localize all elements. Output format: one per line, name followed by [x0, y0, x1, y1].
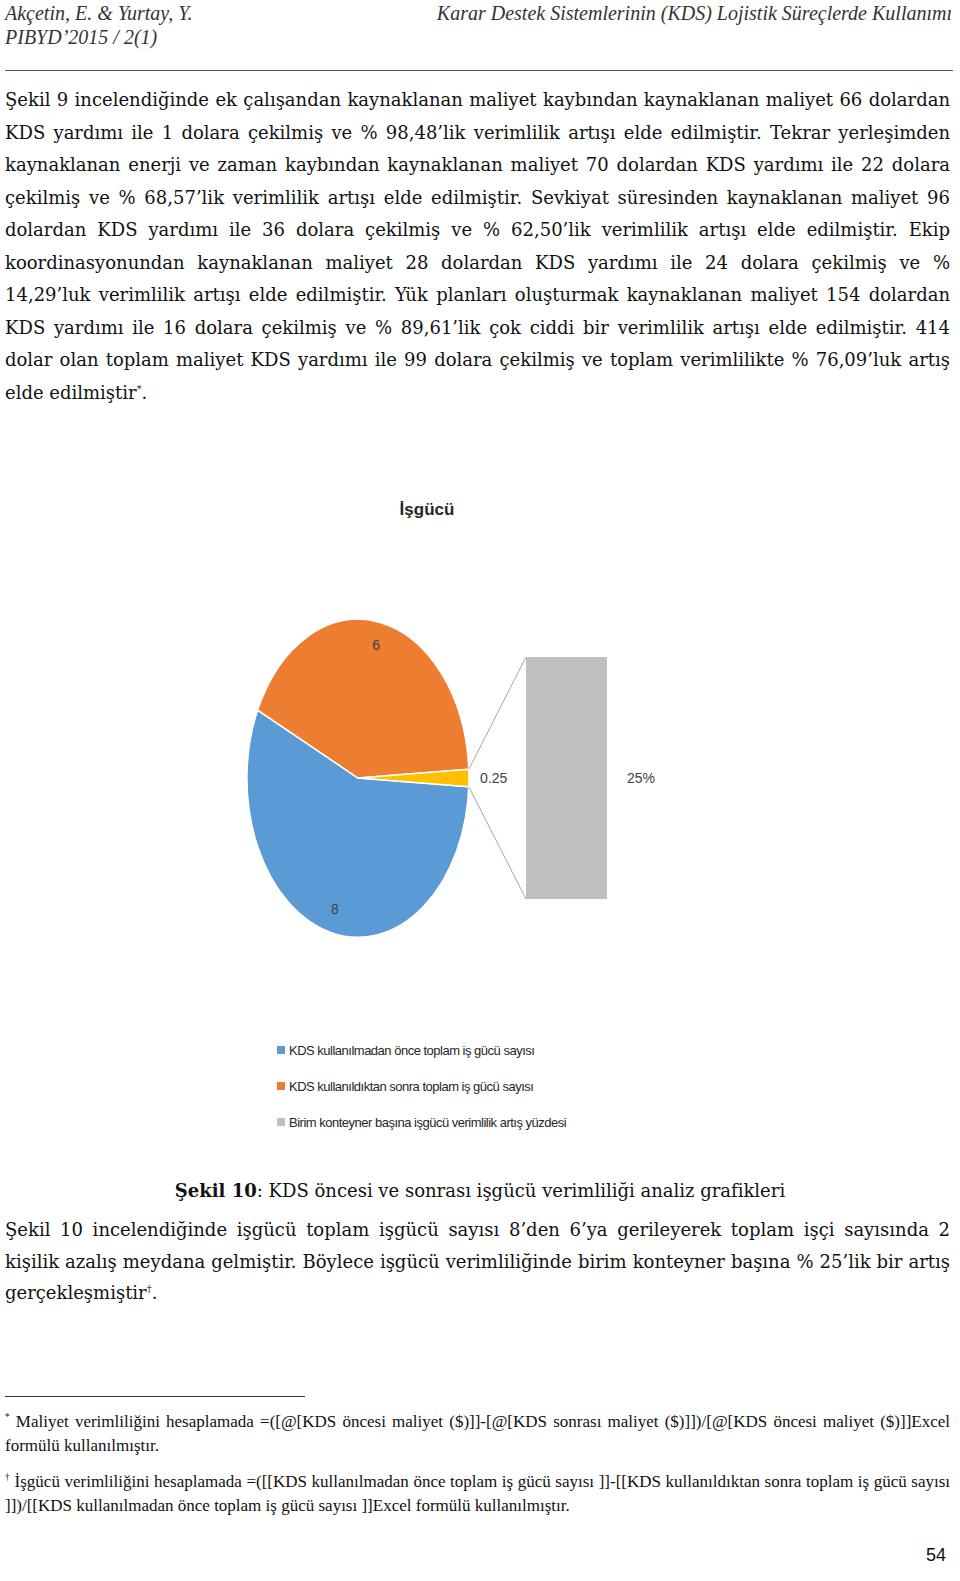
svg-text:KDS kullanılmadan önce toplam: KDS kullanılmadan önce toplam iş gücü sa…: [289, 1043, 534, 1058]
svg-text:8: 8: [331, 901, 339, 917]
svg-text:0.25: 0.25: [480, 770, 507, 786]
html-text:Şekil 10: KDS öncesi ve sonras: Şekil 10: KDS öncesi ve sonrası işgücü v…: [174, 1180, 786, 1201]
html-text:PIBYD’2015 / 2(1): PIBYD’2015 / 2(1): [5, 26, 158, 48]
html-text:Şekil 10 incelendiğinde işgücü: Şekil 10 incelendiğinde işgücü toplam iş…: [5, 1219, 950, 1303]
svg-text:İşgücü: İşgücü: [400, 500, 455, 519]
html-text:Karar Destek Sistemlerinin (KD: Karar Destek Sistemlerinin (KDS) Lojisti…: [436, 2, 952, 24]
html-text:Akçetin, E. & Yurtay, Y.: Akçetin, E. & Yurtay, Y.: [5, 2, 193, 24]
html-text:Şekil 9 incelendiğinde ek çalı: Şekil 9 incelendiğinde ek çalışandan kay…: [5, 89, 950, 403]
html-text:*Maliyet verimliliğini hesapla: *Maliyet verimliliğini hesaplamada =([@[…: [5, 1412, 950, 1455]
svg-text:Birim konteyner başına işgücü: Birim konteyner başına işgücü verimlilik…: [289, 1115, 567, 1130]
html-text:54: 54: [926, 1545, 946, 1565]
svg-text:KDS kullanıldıktan sonra topla: KDS kullanıldıktan sonra toplam iş gücü …: [289, 1079, 533, 1094]
html-text:†İşgücü verimliliğini hesaplam: †İşgücü verimliliğini hesaplamada =([[KD…: [5, 1472, 950, 1515]
svg-text:25%: 25%: [627, 770, 655, 786]
svg-text:6: 6: [372, 637, 380, 653]
